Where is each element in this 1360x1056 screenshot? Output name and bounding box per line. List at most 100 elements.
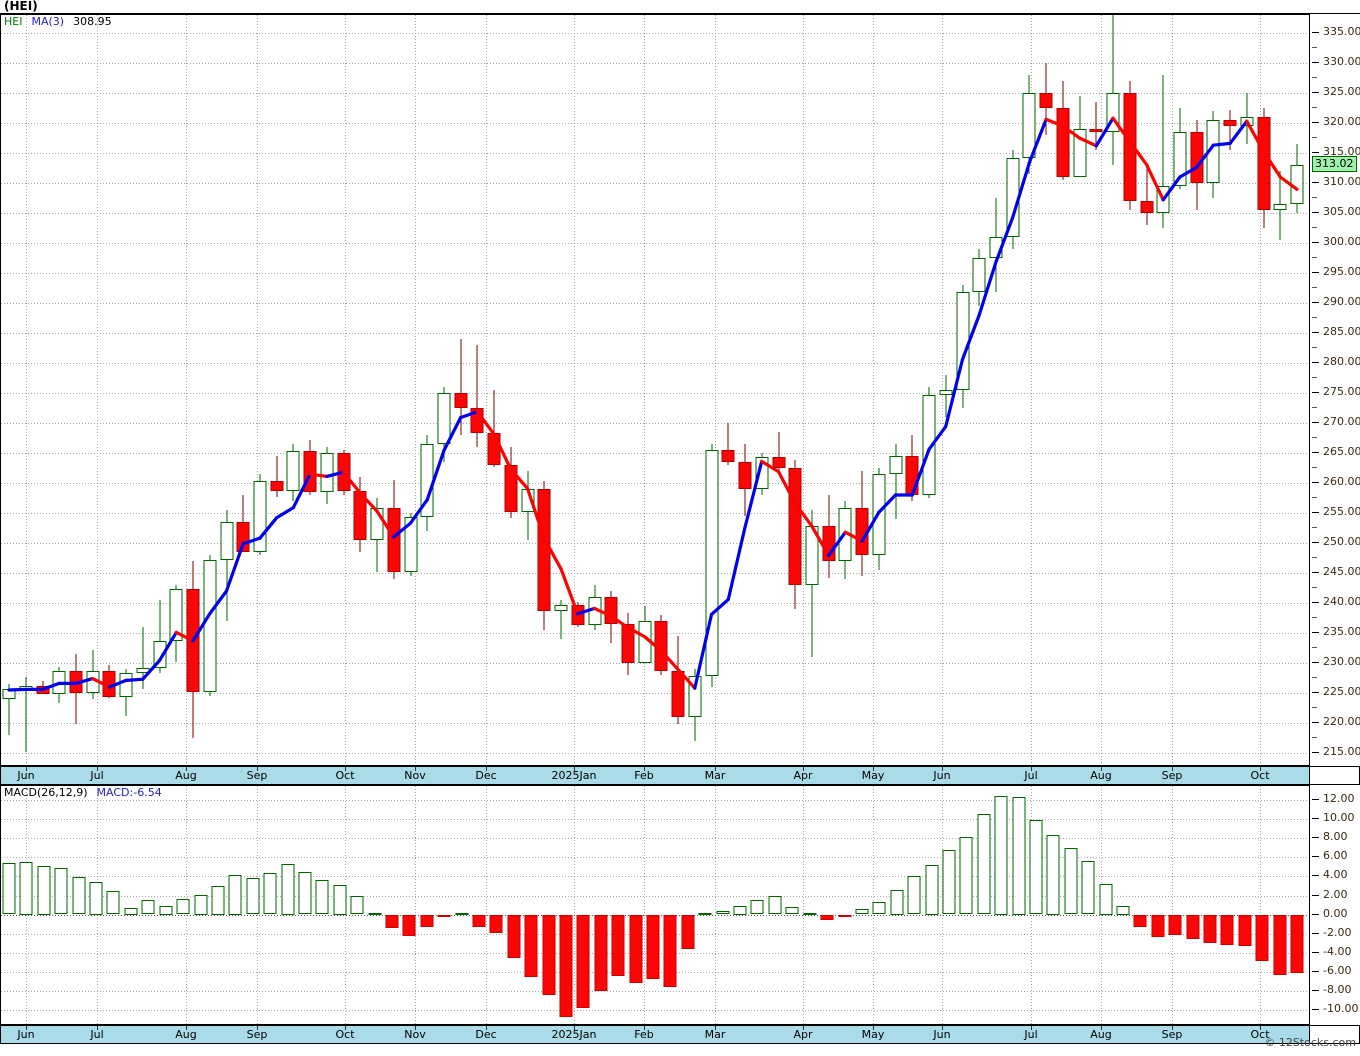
candlestick-body (504, 465, 518, 512)
macd-y-tick-mark (1312, 970, 1319, 972)
candlestick-body (855, 508, 869, 555)
price-y-tick-label: 240.00 (1323, 595, 1360, 608)
candlestick-body (387, 508, 401, 572)
candlestick-body (1290, 164, 1304, 204)
macd-histogram-bar (298, 871, 312, 915)
x-axis-tick (415, 767, 416, 771)
price-y-tick-mark (1312, 662, 1319, 663)
candlestick-body (420, 444, 434, 517)
macd-histogram-bar (402, 914, 416, 937)
x-axis-month-label: Sep (1161, 1028, 1183, 1041)
x-axis-month-label: Aug (175, 769, 197, 782)
price-y-tick-mark (1312, 182, 1319, 183)
price-chart-panel: HEI MA(3) 308.95 (0, 14, 1310, 766)
macd-y-tick-label: -8.00 (1323, 982, 1352, 996)
macd-histogram-bar (524, 914, 538, 978)
x-axis-month-label: Jul (90, 769, 104, 782)
x-axis-tick (26, 767, 27, 771)
candlestick-body (1089, 129, 1103, 132)
macd-histogram-bar (768, 896, 782, 915)
macd-y-tick-label: -6.00 (1323, 963, 1352, 977)
x-axis-tick (942, 767, 943, 771)
candlestick-body (1190, 132, 1204, 183)
price-y-minor-tick (1312, 347, 1317, 348)
macd-histogram-bar (907, 876, 921, 915)
macd-histogram-bar (211, 886, 225, 915)
price-y-minor-tick (1312, 647, 1317, 648)
price-gridline (1, 333, 1309, 334)
price-y-minor-tick (1312, 107, 1317, 108)
price-y-tick-label: 255.00 (1323, 505, 1360, 518)
x-axis-tick (715, 767, 716, 771)
candlestick-body (588, 597, 601, 626)
macd-y-tick-mark (1312, 875, 1319, 877)
candlestick-body (755, 456, 769, 489)
x-axis-month-label: Sep (246, 1028, 268, 1041)
price-gridline (1, 63, 1309, 64)
price-y-minor-tick (1312, 257, 1317, 258)
price-y-minor-tick (1312, 587, 1317, 588)
candle-wick (142, 627, 144, 690)
macd-y-tick-label: -4.00 (1323, 944, 1352, 958)
candlestick-body (320, 453, 334, 492)
candlestick-body (1056, 108, 1070, 177)
macd-y-tick-label: 2.00 (1323, 887, 1348, 901)
candle-wick (476, 345, 478, 447)
x-axis-month-label: Jun (17, 1028, 35, 1041)
x-axis-month-label: May (861, 1028, 885, 1041)
x-axis-month-label: Oct (335, 1028, 355, 1041)
candle-wick (25, 677, 27, 752)
x-axis-month-label: Nov (404, 769, 426, 782)
macd-histogram-bar (1116, 906, 1130, 915)
macd-histogram-bar (489, 914, 503, 933)
candlestick-body (604, 597, 618, 624)
price-y-tick-mark (1312, 572, 1319, 573)
macd-histogram-bar (455, 913, 468, 916)
macd-histogram-bar (228, 874, 242, 915)
price-gridline (1, 183, 1309, 184)
price-y-tick-mark (1312, 122, 1319, 123)
price-y-minor-tick (1312, 677, 1317, 678)
x-axis-tick (486, 767, 487, 771)
macd-histogram-bar (820, 914, 834, 921)
macd-histogram-bar (1151, 914, 1165, 938)
candlestick-body (1006, 157, 1020, 237)
price-y-tick-label: 275.00 (1323, 385, 1360, 398)
candle-wick (460, 339, 462, 435)
price-x-axis: Jun Jul Aug Sep Oct Nov Dec 2025Jan Feb Mar Apr May… (0, 766, 1310, 785)
macd-histogram-bar (576, 914, 590, 1008)
x-axis-month-label: Feb (634, 769, 654, 782)
macd-histogram-bar (385, 914, 399, 928)
macd-histogram-bar (281, 864, 294, 915)
price-y-tick-label: 250.00 (1323, 535, 1360, 548)
macd-histogram-bar (977, 813, 991, 915)
candlestick-body (905, 456, 919, 495)
candle-wick (276, 456, 278, 498)
price-vertical-gridline (644, 15, 645, 765)
price-y-minor-tick (1312, 617, 1317, 618)
macd-histogram-bar (1186, 914, 1200, 940)
price-y-tick-mark (1312, 392, 1319, 393)
price-gridline (1, 603, 1309, 604)
candlestick-body (1273, 204, 1287, 210)
x-axis-month-label: Aug (1090, 1028, 1112, 1041)
price-y-axis: 313.02 215.00 220.00 225.00 230.00 235.00 240… (1311, 14, 1360, 766)
price-y-tick-mark (1312, 452, 1319, 453)
price-y-tick-mark (1312, 302, 1319, 303)
price-y-tick-label: 260.00 (1323, 475, 1360, 488)
candlestick-body (688, 676, 702, 717)
candlestick-body (939, 390, 953, 396)
macd-histogram-bar (994, 795, 1008, 915)
candlestick-body (956, 292, 969, 390)
candlestick-body (705, 450, 718, 677)
candlestick-body (1206, 120, 1220, 183)
x-axis-month-label: Oct (1250, 1028, 1270, 1041)
macd-histogram-bar (1099, 884, 1112, 915)
current-price-badge: 313.02 (1312, 155, 1357, 172)
price-gridline (1, 93, 1309, 94)
macd-histogram-bar (629, 914, 643, 983)
macd-histogram-bar (785, 906, 799, 915)
macd-gridline (1, 876, 1309, 878)
x-axis-tick (1101, 1026, 1102, 1030)
price-gridline (1, 243, 1309, 244)
